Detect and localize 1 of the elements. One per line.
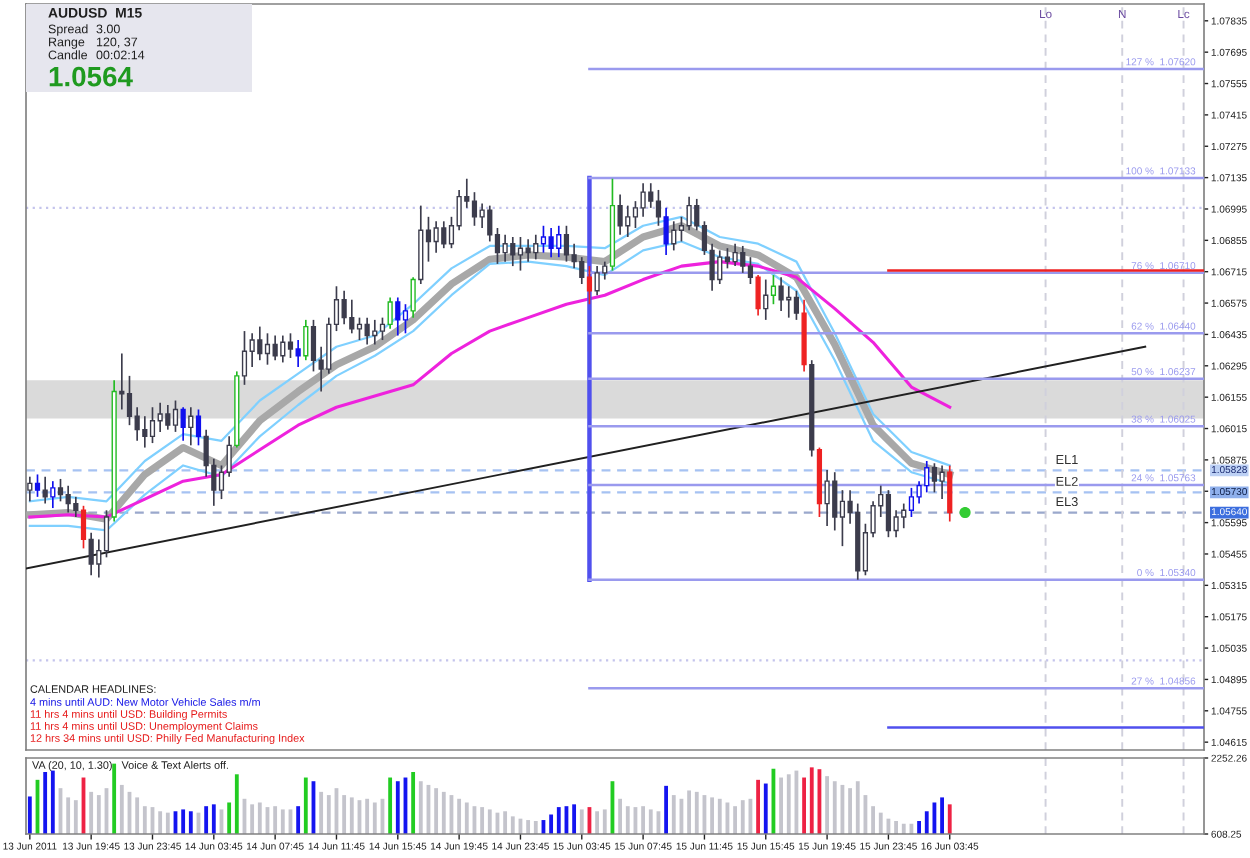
annotation: 1.0564 <box>49 66 133 87</box>
